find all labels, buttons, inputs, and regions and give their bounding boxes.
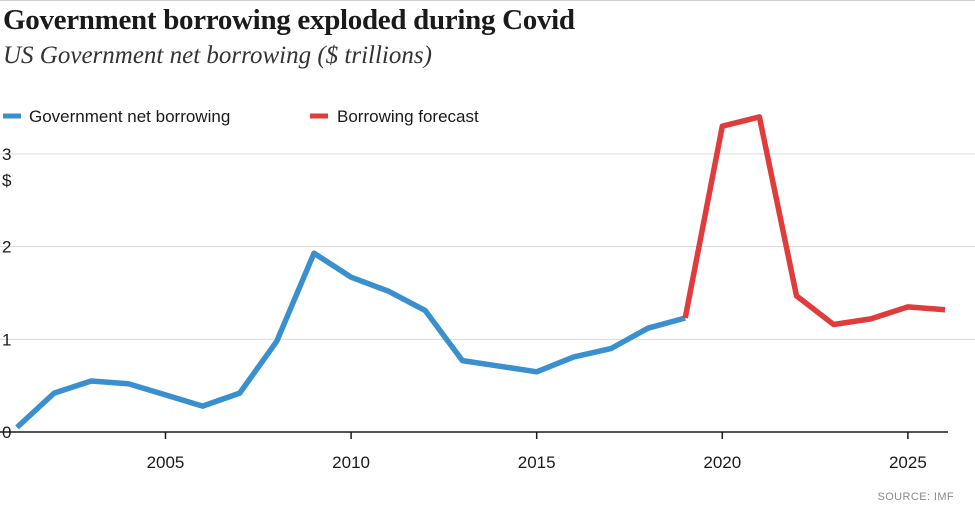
- top-rule: [0, 0, 975, 1]
- x-tick-label-2025: 2025: [889, 453, 927, 472]
- x-tick-label-2010: 2010: [332, 453, 370, 472]
- y-tick-label-3: 3: [2, 145, 11, 164]
- x-axis: 2005 2010 2015 2020 2025: [0, 431, 948, 472]
- x-tick-label-2015: 2015: [518, 453, 556, 472]
- gridlines: [0, 153, 975, 340]
- y-tick-label-1: 1: [2, 330, 11, 349]
- chart-subtitle: US Government net borrowing ($ trillions…: [3, 42, 432, 69]
- x-tick-label-2005: 2005: [147, 453, 185, 472]
- series-line-0: [15, 250, 686, 430]
- series-line-1: [682, 114, 946, 328]
- chart-title: Government borrowing exploded during Cov…: [3, 4, 575, 36]
- legend: Government net borrowing Borrowing forec…: [3, 107, 479, 126]
- source-note: SOURCE: IMF: [877, 491, 954, 503]
- y-tick-label-2: 2: [2, 238, 11, 257]
- legend-label-forecast: Borrowing forecast: [337, 107, 479, 126]
- x-tick-label-2020: 2020: [703, 453, 741, 472]
- legend-label-borrowing: Government net borrowing: [29, 107, 230, 126]
- y-axis-label: $: [2, 171, 12, 190]
- series-lines: [15, 114, 946, 430]
